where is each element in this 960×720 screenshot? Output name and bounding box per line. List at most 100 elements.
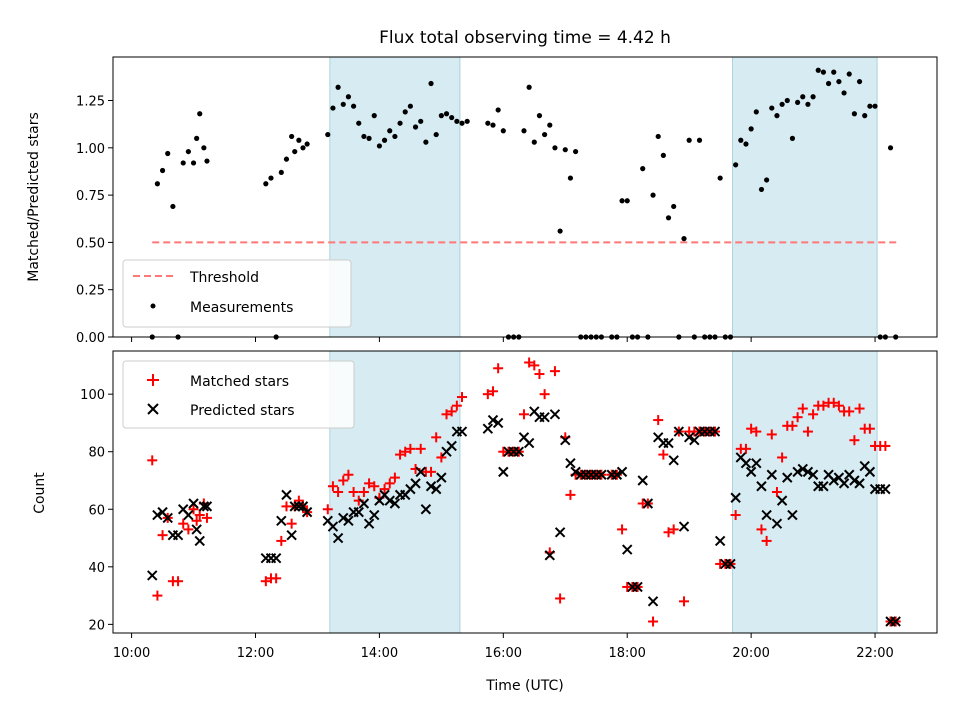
matched-star-marker (451, 400, 462, 411)
count-legend: Matched stars Predicted stars (122, 360, 355, 429)
matched-star-marker (286, 518, 297, 529)
predicted-star-marker (818, 481, 829, 492)
matched-star-marker (833, 400, 844, 411)
matched-star-marker (327, 481, 338, 492)
measurement-point (366, 135, 372, 141)
matched-star-marker (457, 392, 468, 403)
measurement-point (557, 228, 563, 234)
predicted-star-marker (281, 489, 292, 501)
count-y-tick-label: 100 (80, 388, 105, 403)
count-ylabel: Count (32, 472, 48, 514)
measurement-point (263, 181, 269, 187)
predicted-star-marker (198, 501, 210, 512)
observing-window-band (732, 350, 878, 634)
matched-star-marker (534, 369, 545, 380)
measurement-point (335, 84, 341, 90)
measurement-point (485, 120, 491, 126)
measurement-point (438, 113, 444, 119)
matched-star-marker (260, 576, 271, 587)
measurement-point (356, 120, 362, 126)
measurement-point (194, 135, 200, 141)
predicted-star-marker (289, 501, 300, 512)
predicted-star-marker (152, 509, 163, 521)
measurement-point (397, 120, 403, 126)
matched-star-marker (276, 535, 287, 546)
predicted-legend-swatch (147, 403, 159, 415)
predicted-star-marker (162, 512, 173, 524)
time-xlabel: Time (UTC) (485, 678, 563, 694)
measurement-point (159, 167, 166, 174)
matched-star-marker (539, 389, 550, 400)
measurement-point (459, 120, 465, 126)
measurement-point (278, 169, 284, 176)
matched-star-marker (194, 510, 205, 521)
matched-star-marker (379, 484, 390, 495)
measurement-point (387, 128, 393, 134)
matched-star-marker (766, 429, 777, 440)
matched-star-marker (756, 524, 767, 535)
matched-star-marker (173, 576, 184, 587)
matched-star-marker (369, 481, 380, 492)
measurement-point (495, 107, 501, 113)
measurement-point (846, 71, 852, 77)
predicted-star-marker (596, 469, 607, 480)
measurement-point (717, 175, 723, 181)
predicted-star-marker (554, 527, 566, 538)
matched-star-marker (358, 487, 369, 497)
matched-star-marker (400, 446, 411, 457)
measurement-point (350, 103, 357, 109)
count-panel-frame (112, 350, 938, 634)
measurement-point (567, 175, 574, 181)
measurement-point (449, 114, 455, 121)
observing-window-bands (329, 56, 878, 338)
predicted-star-marker (172, 529, 184, 541)
ratio-y-tick-label: 1.00 (76, 142, 105, 157)
predicted-star-marker (446, 440, 457, 452)
measurement-point (686, 137, 692, 143)
predicted-star-marker (293, 501, 305, 512)
matched-star-marker (188, 504, 199, 515)
predicted-star-marker (709, 426, 721, 437)
predicted-star-marker (188, 498, 199, 509)
count-y-tick-label: 80 (88, 446, 105, 461)
matched-legend-label: Matched stars (190, 374, 289, 390)
measurement-point (190, 160, 197, 166)
predicted-star-marker (745, 466, 757, 478)
measurement-point (197, 111, 203, 117)
count-y-tick-label: 60 (88, 503, 105, 518)
predicted-star-marker (276, 515, 287, 526)
predicted-star-marker (683, 432, 695, 443)
measurement-point (738, 137, 744, 143)
measurement-point (640, 166, 646, 172)
matched-star-marker (740, 443, 751, 454)
predicted-star-marker (297, 501, 309, 512)
measurement-point (407, 103, 413, 109)
measurement-point (423, 139, 429, 145)
measurement-point (681, 236, 687, 242)
predicted-star-marker (201, 501, 213, 512)
measurements-legend-label: Measurements (190, 300, 293, 316)
measurement-point (820, 69, 827, 75)
measurement-point (500, 128, 506, 134)
matched-star-marker (487, 386, 498, 397)
predicted-star-marker (301, 506, 313, 518)
measurement-point (201, 145, 207, 151)
ratio-legend-box (122, 259, 352, 328)
measurement-point (800, 94, 806, 100)
predicted-star-marker (797, 463, 808, 475)
matched-star-marker (828, 397, 839, 408)
matched-star-marker (549, 366, 560, 377)
matched-star-marker (364, 478, 375, 489)
measurement-point (371, 113, 377, 119)
measurement-point (841, 90, 847, 96)
predicted-star-marker (560, 434, 571, 446)
predicted-star-marker (854, 478, 865, 489)
predicted-star-marker (482, 423, 494, 434)
predicted-star-marker (498, 466, 509, 478)
matched-star-marker (183, 524, 194, 535)
predicted-star-marker (389, 498, 401, 509)
measurement-point (743, 141, 749, 147)
measurement-point (851, 111, 857, 117)
measurement-point (531, 139, 537, 145)
